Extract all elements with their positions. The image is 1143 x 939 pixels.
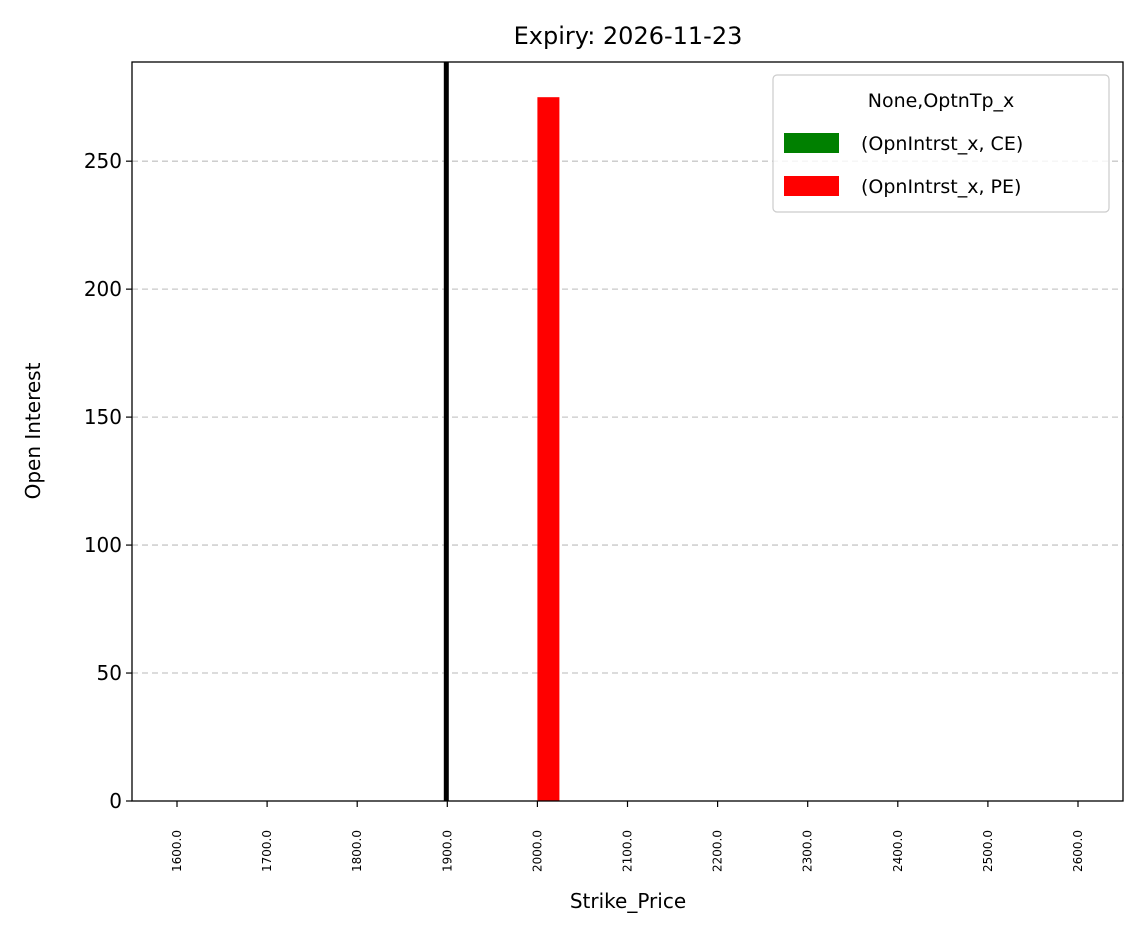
y-tick-label: 100 bbox=[84, 533, 122, 557]
x-tick-label: 2500.0 bbox=[981, 830, 995, 872]
y-axis-label: Open Interest bbox=[21, 362, 45, 499]
x-axis-label: Strike_Price bbox=[570, 889, 686, 913]
x-tick-label: 2000.0 bbox=[530, 830, 544, 872]
legend-swatch-ce bbox=[784, 133, 839, 153]
x-axis: 1600.0 1700.0 1800.0 1900.0 2000.0 2100.0 2200… bbox=[170, 801, 1085, 872]
legend-box bbox=[772, 74, 1110, 213]
y-tick-label: 50 bbox=[97, 661, 122, 685]
y-tick-label: 150 bbox=[84, 405, 122, 429]
x-tick-label: 1700.0 bbox=[260, 830, 274, 872]
bars bbox=[537, 97, 560, 801]
y-tick-label: 0 bbox=[109, 789, 122, 813]
x-tick-label: 2600.0 bbox=[1071, 830, 1085, 872]
x-tick-label: 1900.0 bbox=[440, 830, 454, 872]
legend: None,OptnTp_x (OpnIntrst_x, CE) (OpnIntr… bbox=[772, 74, 1110, 213]
y-axis: 0 50 100 150 200 250 bbox=[84, 149, 132, 813]
x-tick-label: 2100.0 bbox=[621, 830, 635, 872]
x-tick-label: 1800.0 bbox=[350, 830, 364, 872]
y-tick-label: 200 bbox=[84, 277, 122, 301]
y-tick-label: 250 bbox=[84, 149, 122, 173]
legend-title: None,OptnTp_x bbox=[868, 90, 1015, 112]
chart-title: Expiry: 2026-11-23 bbox=[514, 22, 743, 50]
bar-pe-2000.0 bbox=[537, 97, 560, 801]
legend-swatch-pe bbox=[784, 176, 839, 196]
legend-label-ce: (OpnIntrst_x, CE) bbox=[861, 133, 1023, 155]
x-tick-label: 2300.0 bbox=[801, 830, 815, 872]
grid-lines bbox=[132, 160, 1123, 674]
x-tick-label: 2200.0 bbox=[711, 830, 725, 872]
legend-label-pe: (OpnIntrst_x, PE) bbox=[861, 176, 1021, 198]
x-tick-label: 1600.0 bbox=[170, 830, 184, 872]
x-tick-label: 2400.0 bbox=[891, 830, 905, 872]
